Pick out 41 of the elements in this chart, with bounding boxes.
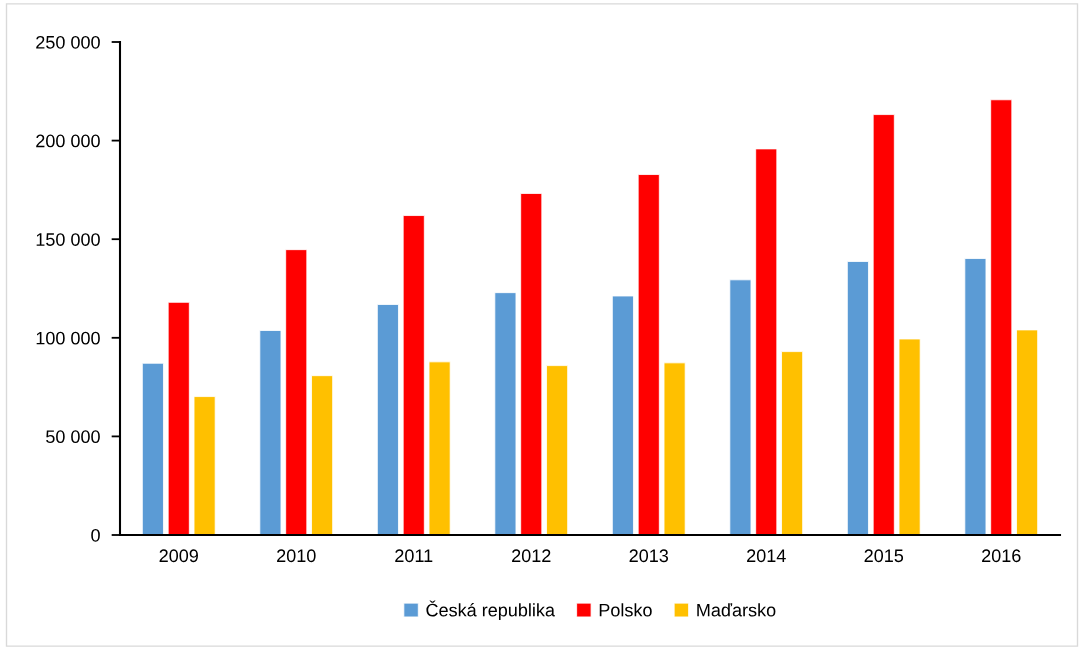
bar — [494, 292, 517, 535]
bar — [637, 174, 660, 535]
bar — [846, 261, 869, 535]
bar — [1016, 329, 1039, 535]
bar — [663, 362, 686, 535]
x-tick-label: 2012 — [512, 549, 551, 563]
bar — [311, 375, 334, 535]
bar — [781, 351, 804, 535]
x-tick-label: 2010 — [277, 549, 316, 563]
x-tick-label: 2016 — [982, 549, 1021, 563]
bar — [990, 99, 1013, 535]
bar — [546, 365, 569, 535]
x-tick-label: 2013 — [629, 549, 669, 563]
y-tick-label: 100 000 — [36, 331, 100, 345]
x-tick-label: 2011 — [395, 549, 433, 563]
bar — [141, 362, 164, 535]
bar — [898, 338, 921, 535]
y-tick-label: 50 000 — [46, 430, 100, 444]
y-tick-label: 250 000 — [36, 35, 100, 49]
legend-label: Polsko — [599, 603, 652, 617]
bar — [259, 330, 282, 535]
bar — [167, 301, 190, 535]
bar — [611, 295, 634, 535]
y-tick-label: 200 000 — [36, 134, 100, 148]
bar — [376, 304, 399, 535]
x-tick-label: 2009 — [159, 549, 198, 563]
bar — [428, 361, 451, 535]
bar — [402, 215, 425, 535]
y-tick-label: 150 000 — [36, 233, 100, 246]
legend-label: Maďarsko — [697, 603, 776, 617]
legend-label: Česká republika — [426, 600, 555, 621]
bar — [193, 396, 216, 535]
bar — [285, 249, 308, 535]
bar — [872, 114, 895, 535]
x-tick-label: 2015 — [864, 549, 904, 563]
bar — [755, 148, 778, 535]
bar — [729, 279, 752, 535]
x-tick-label: 2014 — [747, 549, 786, 563]
y-tick-label: 0 — [91, 528, 100, 542]
bar — [520, 193, 543, 535]
bar — [964, 258, 987, 535]
